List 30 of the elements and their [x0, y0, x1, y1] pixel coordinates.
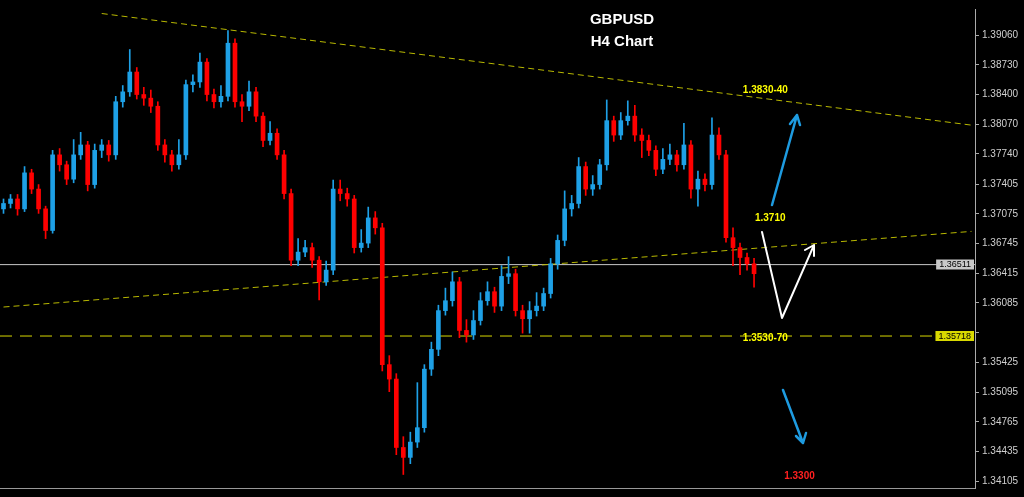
y-tick-label: 1.37075: [982, 207, 1019, 219]
annotation: 1.3300: [784, 470, 816, 482]
y-tick-label: 1.38730: [982, 58, 1019, 70]
ref-line-label: 1.35718: [938, 330, 972, 341]
y-tick-label: 1.36415: [982, 267, 1019, 279]
chart-title: GBPUSD: [588, 9, 656, 29]
y-tick-label: 1.34435: [982, 445, 1019, 457]
text: H4 Chart: [589, 31, 655, 51]
candlestick: [358, 229, 364, 253]
y-tick-label: 1.39060: [982, 28, 1019, 40]
y-tick-label: 1.37740: [982, 147, 1019, 159]
ref-line-label: 1.36511: [939, 259, 972, 270]
y-tick-label: 1.34765: [982, 415, 1019, 427]
y-tick-label: 1.35425: [982, 356, 1019, 368]
candlestick: [239, 94, 245, 122]
candlestick: [590, 175, 596, 196]
y-tick-label: 1.38400: [982, 88, 1019, 100]
y-tick-label: 1.36745: [982, 237, 1019, 249]
candlestick: [639, 128, 645, 158]
candlestick: [141, 87, 147, 106]
candlestick: [625, 100, 631, 126]
y-tick-label: 1.35095: [982, 385, 1019, 397]
annotation: 1.3530-70: [742, 331, 789, 343]
candlestick: [337, 179, 343, 202]
annotation: 1.3830-40: [742, 84, 789, 96]
y-tick-label: 1.34105: [982, 475, 1019, 486]
y-tick-label: 1.37405: [982, 177, 1019, 189]
y-tick-label: 1.38070: [982, 118, 1019, 129]
annotation: 1.3710: [754, 212, 786, 224]
y-tick-label: 1.36085: [982, 296, 1019, 308]
